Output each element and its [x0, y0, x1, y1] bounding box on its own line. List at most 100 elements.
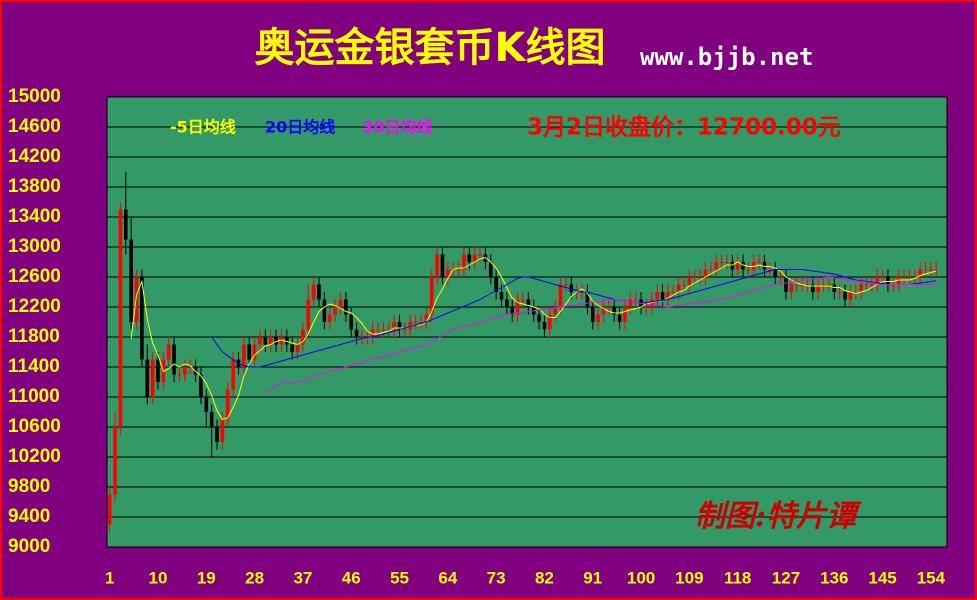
y-tick-label: 15000: [8, 86, 61, 107]
candle-body: [757, 262, 761, 263]
candle-body: [907, 277, 912, 278]
x-tick-label: 46: [342, 568, 361, 587]
x-tick-label: 37: [293, 568, 312, 587]
candle-body: [381, 329, 386, 331]
candle-body: [612, 307, 617, 315]
candle-body: [333, 307, 337, 315]
candle-body: [853, 292, 858, 293]
candle-body: [123, 209, 128, 240]
candle-body: [177, 374, 182, 376]
candle-body: [505, 299, 509, 307]
y-tick-label: 11800: [8, 326, 60, 347]
y-tick-label: 10200: [8, 446, 61, 467]
plot-area: [106, 96, 948, 548]
y-tick-label: 14600: [8, 116, 61, 137]
candle-body: [204, 397, 209, 412]
chart-subtitle: www.bjjb.net: [640, 43, 813, 71]
candle-body: [515, 299, 520, 315]
candle-body: [934, 269, 939, 271]
marks: [107, 172, 939, 532]
candle-body: [446, 269, 450, 277]
candle-body: [354, 329, 359, 337]
candle-body: [682, 284, 686, 286]
candle-body: [140, 277, 144, 360]
candle-body: [494, 277, 498, 292]
candle-body: [274, 337, 278, 345]
candle-body: [338, 299, 343, 307]
y-tick-label: 9400: [8, 506, 50, 527]
candle-body: [827, 284, 831, 286]
candle-body: [843, 292, 847, 300]
y-tick-label: 13800: [8, 176, 61, 197]
candle-body: [564, 284, 568, 286]
candle-body: [703, 269, 708, 277]
candle-body: [295, 344, 300, 352]
candle-body: [590, 307, 595, 322]
candle-body: [725, 262, 729, 263]
candle-body: [666, 292, 670, 300]
candle-body: [537, 314, 541, 322]
candle-body: [424, 314, 429, 322]
x-tick-label: 55: [390, 568, 409, 587]
candle-body: [472, 254, 477, 262]
candle-body: [220, 419, 225, 442]
candle-body: [435, 254, 439, 277]
candle-body: [150, 359, 155, 397]
candle-body: [671, 292, 676, 293]
y-tick-label: 14200: [8, 146, 61, 167]
y-tick-label: 9800: [8, 476, 50, 497]
candle-body: [172, 344, 176, 375]
x-tick-label: 64: [438, 568, 457, 587]
candle-body: [317, 284, 321, 300]
x-tick-label: 100: [627, 568, 655, 587]
candle-body: [875, 277, 880, 285]
candle-body: [247, 344, 252, 360]
candle-body: [408, 322, 413, 330]
candle-body: [789, 284, 794, 292]
x-tick-label: 154: [917, 568, 946, 587]
legend-entry: -5日均线: [170, 118, 236, 137]
ma-line: [130, 256, 937, 421]
candle-body: [268, 337, 273, 345]
candle-body: [762, 262, 767, 270]
candle-body: [821, 284, 826, 286]
candle-body: [290, 344, 294, 352]
candle-body: [660, 292, 665, 300]
annotation: 3月2日收盘价：12700.00元: [527, 114, 841, 141]
candle-body: [918, 269, 922, 277]
chart-title: 奥运金银套币K线图: [255, 25, 606, 71]
candle-body: [306, 299, 311, 330]
candle-body: [886, 277, 890, 285]
candle-body: [902, 277, 906, 278]
x-tick-label: 82: [535, 568, 554, 587]
y-tick-label: 12200: [8, 296, 61, 317]
candle-body: [768, 269, 772, 271]
candle-body: [360, 337, 364, 338]
legend-entry: 20日均线: [265, 118, 335, 137]
y-tick-label: 13000: [8, 236, 61, 257]
candle-body: [816, 284, 820, 292]
candle-body: [655, 292, 659, 300]
candle-body: [386, 329, 391, 331]
candle-body: [735, 262, 740, 270]
candle-body: [805, 284, 810, 286]
candle-body: [349, 314, 354, 330]
candle-body: [467, 254, 472, 262]
candle-body: [912, 277, 917, 278]
candle-body: [741, 262, 745, 270]
y-tick-label: 13400: [8, 206, 61, 227]
candle-body: [456, 269, 461, 271]
candle-body: [322, 299, 327, 322]
candle-body: [832, 284, 837, 292]
candle-body: [794, 284, 799, 286]
candle-body: [698, 277, 702, 278]
candle-body: [419, 322, 423, 323]
candle-body: [258, 337, 262, 345]
x-tick-label: 91: [583, 568, 602, 587]
candle-body: [263, 337, 268, 345]
candle-body: [429, 277, 434, 315]
candle-body: [923, 269, 928, 271]
x-tick-label: 118: [724, 568, 751, 587]
